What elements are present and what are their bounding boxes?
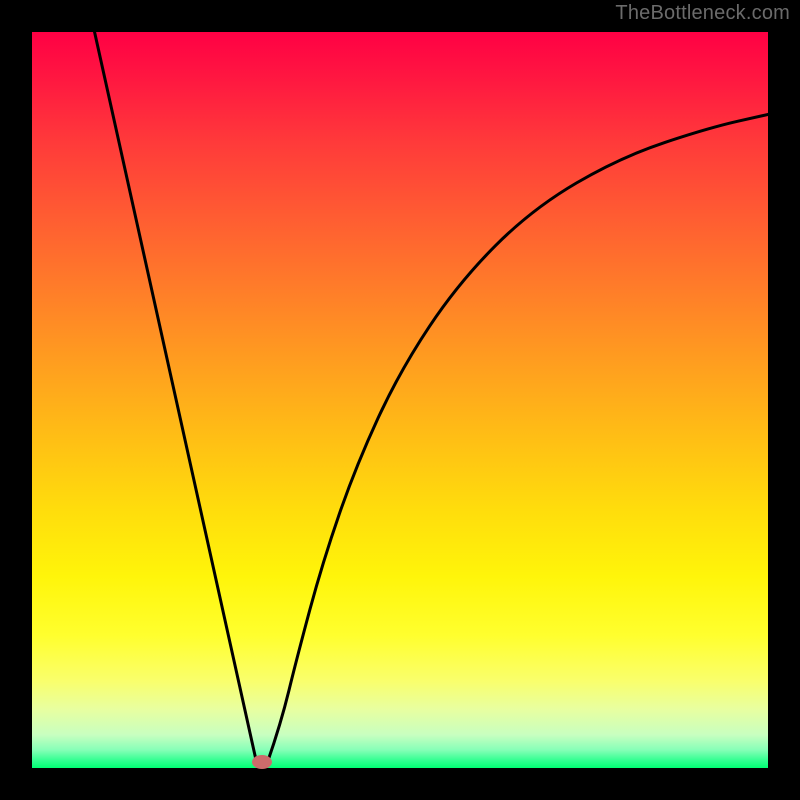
optimum-marker [252,755,272,769]
plot-area [32,32,768,768]
watermark-label: TheBottleneck.com [615,2,790,25]
curve-layer [32,32,768,768]
bottleneck-curve [95,32,768,764]
